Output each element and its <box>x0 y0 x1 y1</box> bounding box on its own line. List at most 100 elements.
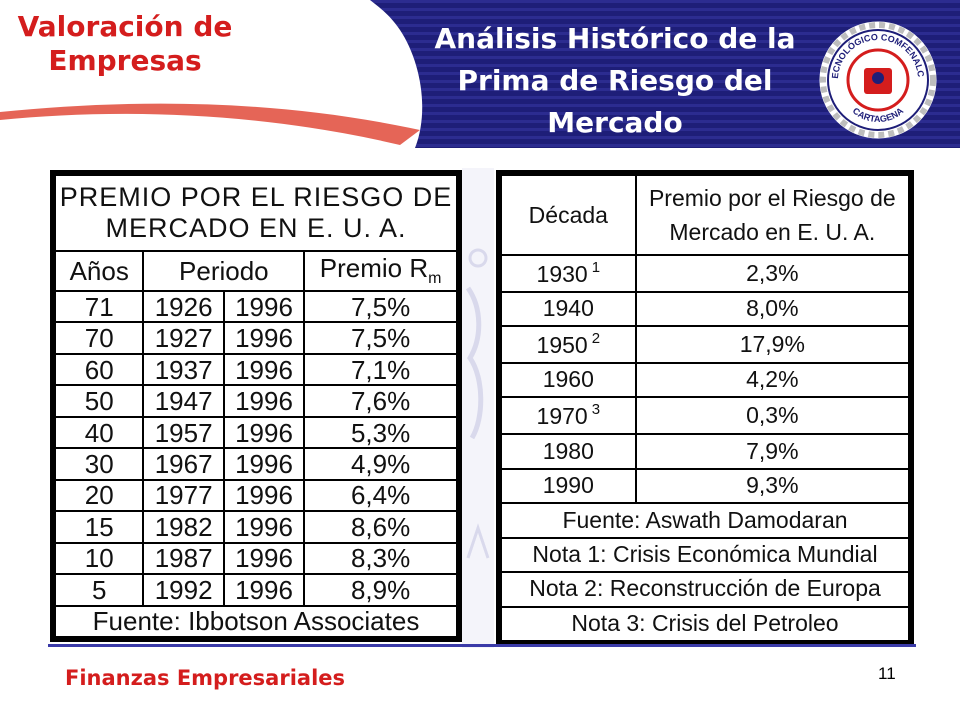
table-row: 1960 4,2% <box>500 362 911 399</box>
premium-cell: 7,1% <box>303 352 458 387</box>
start-year-cell: 1987 <box>142 541 225 576</box>
end-year-cell: 1996 <box>222 352 306 387</box>
years-cell: 10 <box>53 541 145 576</box>
course-name: Finanzas Empresariales <box>65 666 346 690</box>
table-row: 1930 1 2,3% <box>500 254 911 293</box>
premium-cell: 7,6% <box>303 384 458 418</box>
premium-cell: 8,9% <box>303 573 458 607</box>
decade-cell: 1980 <box>500 433 637 470</box>
start-year-cell: 1947 <box>142 384 225 418</box>
background-watermark <box>462 168 494 648</box>
footnote-marker: 2 <box>591 329 601 347</box>
decade-value: 1930 <box>536 260 588 287</box>
premium-cell: 9,3% <box>634 467 911 505</box>
footnote-3: Nota 3: Crisis del Petroleo <box>500 605 910 643</box>
page-number: 11 <box>878 664 896 683</box>
start-year-cell: 1937 <box>142 352 225 387</box>
years-cell: 5 <box>53 573 145 607</box>
header-band <box>360 0 960 148</box>
premium-cell: 8,3% <box>303 541 458 576</box>
years-cell: 40 <box>53 415 145 450</box>
premium-cell: 8,0% <box>634 290 911 328</box>
decade-cell: 1930 1 <box>500 254 637 293</box>
decade-cell: 1990 <box>500 467 637 505</box>
end-year-cell: 1996 <box>222 384 306 418</box>
table-source: Fuente: Aswath Damodaran <box>500 502 910 539</box>
decade-cell: 1950 2 <box>500 325 637 365</box>
damodaran-premium-table: Década Premio por el Riesgo de Mercado e… <box>496 170 914 646</box>
premium-header-label: Premio R <box>319 253 429 283</box>
footer-divider <box>48 644 916 647</box>
end-year-cell: 1996 <box>222 289 306 324</box>
decade-value: 1980 <box>542 437 594 464</box>
decade-value: 1970 <box>536 403 588 430</box>
end-year-cell: 1996 <box>222 478 306 513</box>
table-row: 10 1987 1996 8,3% <box>53 541 458 576</box>
start-year-cell: 1992 <box>142 573 225 607</box>
premium-cell: 6,4% <box>303 478 458 513</box>
premium-cell: 8,6% <box>303 510 458 544</box>
end-year-cell: 1996 <box>222 541 306 576</box>
table-row: 30 1967 1996 4,9% <box>53 447 458 481</box>
end-year-cell: 1996 <box>222 510 306 544</box>
start-year-cell: 1967 <box>142 447 225 481</box>
table-row: 40 1957 1996 5,3% <box>53 415 458 450</box>
table-row: 70 1927 1996 7,5% <box>53 321 458 355</box>
premium-cell: 0,3% <box>634 396 911 436</box>
decade-value: 1960 <box>542 366 594 393</box>
damodaran-table-grid: Década Premio por el Riesgo de Mercado e… <box>500 174 911 643</box>
table-row: 20 1977 1996 6,4% <box>53 478 458 513</box>
end-year-cell: 1996 <box>222 415 306 450</box>
column-header-years: Años <box>53 250 145 292</box>
decade-cell: 1940 <box>500 290 637 328</box>
footnote-marker: 1 <box>591 258 601 276</box>
decade-value: 1940 <box>542 295 594 322</box>
end-year-cell: 1996 <box>222 447 306 481</box>
table-title: PREMIO POR EL RIESGO DE MERCADO EN E. U.… <box>54 174 458 252</box>
start-year-cell: 1977 <box>142 478 225 513</box>
years-cell: 15 <box>53 510 145 544</box>
premium-cell: 7,5% <box>303 289 458 324</box>
table-row: 1970 3 0,3% <box>500 396 911 436</box>
table-row: 1980 7,9% <box>500 433 911 470</box>
footnote-2: Nota 2: Reconstrucción de Europa <box>500 571 910 608</box>
premium-cell: 7,5% <box>303 321 458 355</box>
ibbotson-table-grid: PREMIO POR EL RIESGO DE MERCADO EN E. U.… <box>53 174 458 639</box>
column-header-period: Periodo <box>142 250 306 292</box>
start-year-cell: 1982 <box>142 510 225 544</box>
years-cell: 60 <box>53 352 145 387</box>
column-header-decade: Década <box>500 174 637 256</box>
premium-cell: 17,9% <box>634 325 911 365</box>
footnote-marker: 3 <box>591 401 601 419</box>
end-year-cell: 1996 <box>222 321 306 355</box>
decade-cell: 1970 3 <box>500 396 637 436</box>
premium-cell: 5,3% <box>303 415 458 450</box>
institution-seal-icon: TECNOLÓGICO COMFENALCO CARTAGENA <box>814 12 938 140</box>
premium-header-subscript: m <box>428 270 442 287</box>
table-row: 50 1947 1996 7,6% <box>53 384 458 418</box>
table-row: 5 1992 1996 8,9% <box>53 573 458 607</box>
decade-value: 1990 <box>542 472 594 499</box>
premium-cell: 7,9% <box>634 433 911 470</box>
end-year-cell: 1996 <box>222 573 306 607</box>
slide-title: Análisis Histórico de la Prima de Riesgo… <box>434 22 796 139</box>
table-row: 1940 8,0% <box>500 290 911 328</box>
table-row: 1990 9,3% <box>500 467 911 505</box>
years-cell: 71 <box>53 289 145 324</box>
start-year-cell: 1957 <box>142 415 225 450</box>
table-row: 60 1937 1996 7,1% <box>53 352 458 387</box>
start-year-cell: 1927 <box>142 321 225 355</box>
footnote-1: Nota 1: Crisis Económica Mundial <box>500 536 910 574</box>
table-row: 1950 2 17,9% <box>500 325 911 365</box>
premium-cell: 2,3% <box>634 254 911 293</box>
decade-cell: 1960 <box>500 362 637 399</box>
decade-value: 1950 <box>536 331 588 358</box>
years-cell: 30 <box>53 447 145 481</box>
start-year-cell: 1926 <box>142 289 225 324</box>
column-header-market-premium: Premio por el Riesgo de Mercado en E. U.… <box>634 174 911 256</box>
presentation-title: Valoración de Empresas <box>17 10 233 77</box>
table-row: 71 1926 1996 7,5% <box>53 289 458 324</box>
red-swoosh-decoration <box>0 103 420 145</box>
years-cell: 20 <box>53 478 145 513</box>
table-row: 15 1982 1996 8,6% <box>53 510 458 544</box>
